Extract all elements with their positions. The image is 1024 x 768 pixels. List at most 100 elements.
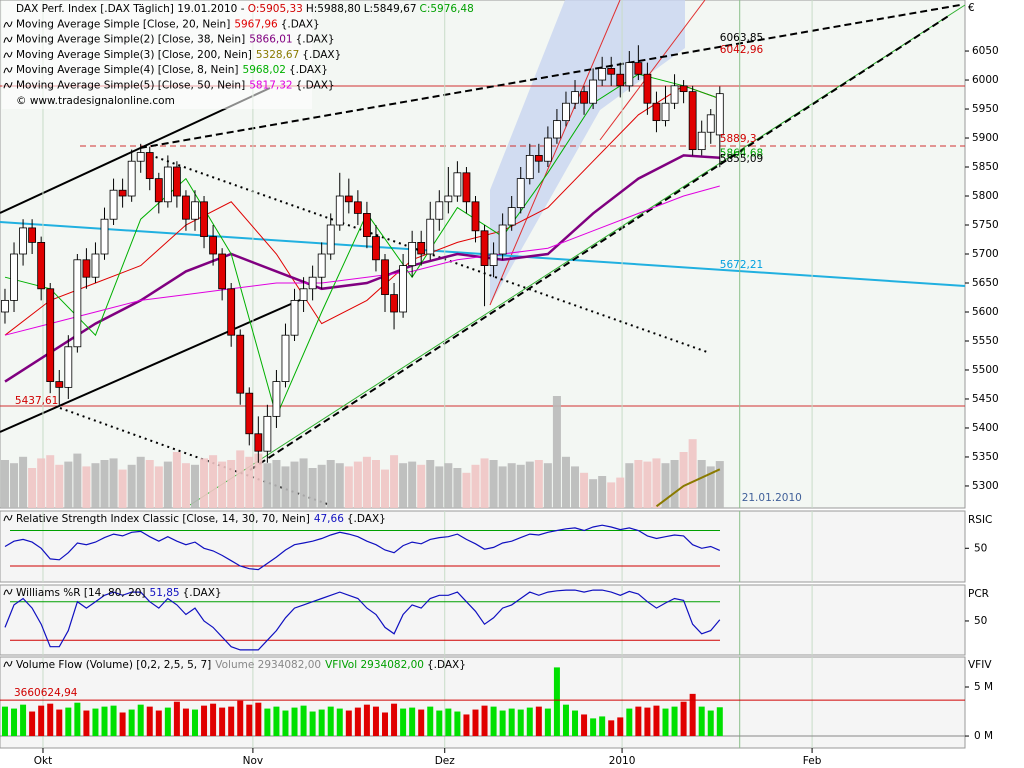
legend-name: Moving Average Simple(5) [Close, 50, Nei… xyxy=(16,79,245,91)
volume-overlay-bar xyxy=(598,476,607,508)
volume-bar xyxy=(372,706,379,737)
candle-body xyxy=(462,172,471,203)
volume-bar xyxy=(264,708,271,737)
legend-name: Moving Average Simple(4) [Close, 8, Nein… xyxy=(16,64,239,76)
volume-bar xyxy=(92,708,99,737)
volume-bar xyxy=(83,710,90,737)
legend-entry: Moving Average Simple [Close, 20, Nein] 5… xyxy=(16,19,320,31)
y-tick-label: 5950 xyxy=(972,103,999,115)
y-tick-label: 5900 xyxy=(972,132,999,144)
axis-label: PCR xyxy=(968,588,989,600)
volume-overlay-bar xyxy=(91,463,100,508)
volume-overlay-bar xyxy=(661,463,670,508)
y-tick-label: 5600 xyxy=(972,306,999,318)
volume-overlay-bar xyxy=(561,456,570,508)
panel-value: 51,85 xyxy=(150,587,180,599)
volume-bar xyxy=(65,707,72,737)
volume-bar xyxy=(282,710,289,737)
ohlc-label: C:5976,48 xyxy=(420,3,474,15)
volume-overlay-bar xyxy=(634,460,643,508)
x-tick-label: 2010 xyxy=(609,755,636,767)
volume-bar xyxy=(562,704,569,737)
legend-suffix: {.DAX} xyxy=(289,64,328,76)
title-text: DAX Perf. Index [.DAX Täglich] 19.01.201… xyxy=(16,3,245,15)
volume-overlay-bar xyxy=(154,466,163,508)
volume-bar xyxy=(626,708,633,737)
volume-bar xyxy=(38,705,45,737)
volume-overlay-bar xyxy=(19,456,28,508)
panel-suffix: {.DAX} xyxy=(427,659,466,671)
candle-body xyxy=(598,68,607,81)
candle-body xyxy=(218,253,227,290)
moving-average xyxy=(4,85,720,336)
price-annotation: 5889,3 xyxy=(720,133,757,145)
candle-body xyxy=(353,201,362,214)
candle-body xyxy=(200,201,208,238)
volume-bar xyxy=(653,705,660,737)
volume-overlay-bar xyxy=(489,460,498,508)
volume-overlay-bar xyxy=(109,458,118,508)
volume-bar xyxy=(698,706,705,737)
candle-body xyxy=(245,392,254,435)
indicator-line xyxy=(4,524,721,571)
volume-overlay-bar xyxy=(46,455,55,508)
legend-icon xyxy=(3,66,13,74)
volume-bar xyxy=(246,704,253,737)
candle-body xyxy=(571,91,579,104)
legend-name: Moving Average Simple [Close, 20, Nein] xyxy=(16,19,230,31)
volume-overlay-bar xyxy=(507,463,516,508)
volume-bar xyxy=(173,701,180,737)
volume-overlay-bar xyxy=(353,461,362,508)
ohlc-label: O:5905,33 xyxy=(248,3,303,15)
volume-overlay-bar xyxy=(28,468,37,508)
volume-bar xyxy=(11,708,18,737)
volume-bar xyxy=(300,705,307,737)
volume-overlay-bar xyxy=(670,460,679,508)
candle-body xyxy=(91,253,100,278)
volume-overlay-bar xyxy=(10,463,19,508)
volume-overlay-bar xyxy=(73,453,82,508)
volume-overlay-bar xyxy=(163,461,172,508)
candle-body xyxy=(589,79,598,104)
volume-bar xyxy=(164,707,171,737)
volume-overlay-bar xyxy=(426,460,435,508)
y-tick-label: 5 M xyxy=(974,681,993,693)
volume-bar xyxy=(599,716,606,737)
candle-body xyxy=(634,62,643,75)
y-tick-label: 5700 xyxy=(972,248,999,260)
volume-overlay-bar xyxy=(0,460,9,508)
volume-bar xyxy=(101,706,108,737)
axis-label: VFIV xyxy=(968,659,992,671)
volume-bar xyxy=(336,708,343,737)
volume-overlay-bar xyxy=(190,464,199,508)
candle-body xyxy=(109,189,118,220)
y-tick-label: 0 M xyxy=(974,730,993,742)
axis-label: RSIC xyxy=(968,514,992,526)
candle-body xyxy=(553,120,561,139)
volume-overlay-bar xyxy=(399,463,408,508)
volume-bar xyxy=(427,706,434,737)
ohlc-label: H:5988,80 xyxy=(306,3,361,15)
y-tick-label: 50 xyxy=(974,542,987,554)
candle-body xyxy=(489,253,498,266)
legend-icon xyxy=(3,82,13,89)
legend-bg xyxy=(2,1,312,109)
y-tick-label: 5800 xyxy=(972,190,999,202)
volume-overlay-bar xyxy=(498,466,507,508)
candle-body xyxy=(706,114,715,133)
candle-body xyxy=(480,230,489,266)
panel-volume: Volume 2934082,00 xyxy=(215,659,321,671)
legend-value: 5817,32 xyxy=(249,79,292,91)
volume-bar xyxy=(354,707,361,737)
legend-suffix: {.DAX} xyxy=(281,19,320,31)
volume-bar xyxy=(553,667,560,737)
volume-bar xyxy=(237,700,244,737)
candle-body xyxy=(498,224,507,255)
candle-body xyxy=(453,172,462,197)
legend-suffix: {.DAX} xyxy=(296,79,335,91)
volume-overlay-bar xyxy=(616,477,625,508)
y-tick-label: 5750 xyxy=(972,219,999,231)
volume-bar xyxy=(318,709,325,737)
y-tick-label: 5350 xyxy=(972,451,999,463)
candle-body xyxy=(335,195,344,226)
